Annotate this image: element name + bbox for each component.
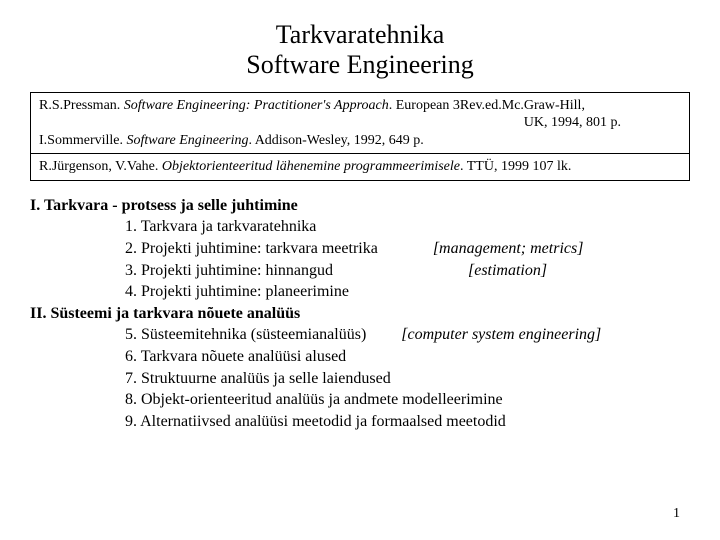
outline-item-5: 5. Süsteemitehnika (süsteemianalüüs) [co… <box>30 324 690 346</box>
title-line1: Tarkvaratehnika <box>276 20 445 49</box>
outline-item-7: 7. Struktuurne analüüs ja selle laiendus… <box>30 368 690 390</box>
outline-item-3: 3. Projekti juhtimine: hinnangud [estima… <box>30 260 690 282</box>
item-5-note: [computer system engineering] <box>366 324 601 346</box>
reference-2: I.Sommerville. Software Engineering. Add… <box>39 132 681 150</box>
page-number: 1 <box>673 506 680 522</box>
ref2-title: Software Engineering <box>127 133 249 148</box>
item-5-text: 5. Süsteemitehnika (süsteemianalüüs) <box>30 324 366 346</box>
ref3-rest: . TTÜ, 1999 107 lk. <box>460 159 571 174</box>
reference-1-cont: UK, 1994, 801 p. <box>39 114 681 132</box>
ref3-author: R.Jürgenson, V.Vahe. <box>39 159 162 174</box>
ref1-title: Software Engineering: Practitioner's App… <box>124 98 389 113</box>
item-2-note: [management; metrics] <box>378 238 584 260</box>
reference-separator <box>31 153 689 154</box>
section-2-heading: II. Süsteemi ja tarkvara nõuete analüüs <box>30 303 690 325</box>
item-3-text: 3. Projekti juhtimine: hinnangud <box>30 260 333 282</box>
outline-item-4: 4. Projekti juhtimine: planeerimine <box>30 281 690 303</box>
title-line2: Software Engineering <box>246 50 473 79</box>
reference-3: R.Jürgenson, V.Vahe. Objektorienteeritud… <box>39 158 681 176</box>
item-1-text: 1. Tarkvara ja tarkvaratehnika <box>30 216 316 238</box>
ref3-title: Objektorienteeritud lähenemine programme… <box>162 159 460 174</box>
ref1-author: R.S.Pressman. <box>39 98 124 113</box>
item-3-note: [estimation] <box>333 260 547 282</box>
outline-item-9: 9. Alternatiivsed analüüsi meetodid ja f… <box>30 411 690 433</box>
outline: I. Tarkvara - protsess ja selle juhtimin… <box>30 195 690 433</box>
ref2-rest: . Addison-Wesley, 1992, 649 p. <box>248 133 423 148</box>
item-8-text: 8. Objekt-orienteeritud analüüs ja andme… <box>30 389 503 411</box>
page-title: Tarkvaratehnika Software Engineering <box>30 20 690 80</box>
item-7-text: 7. Struktuurne analüüs ja selle laiendus… <box>30 368 391 390</box>
outline-item-8: 8. Objekt-orienteeritud analüüs ja andme… <box>30 389 690 411</box>
item-9-text: 9. Alternatiivsed analüüsi meetodid ja f… <box>30 411 506 433</box>
item-2-text: 2. Projekti juhtimine: tarkvara meetrika <box>30 238 378 260</box>
ref2-author: I.Sommerville. <box>39 133 127 148</box>
outline-item-2: 2. Projekti juhtimine: tarkvara meetrika… <box>30 238 690 260</box>
item-6-text: 6. Tarkvara nõuete analüüsi alused <box>30 346 346 368</box>
reference-1: R.S.Pressman. Software Engineering: Prac… <box>39 97 681 115</box>
item-4-text: 4. Projekti juhtimine: planeerimine <box>30 281 349 303</box>
ref1-rest: . European 3Rev.ed.Mc.Graw-Hill, <box>389 98 585 113</box>
section-1-heading: I. Tarkvara - protsess ja selle juhtimin… <box>30 195 690 217</box>
outline-item-1: 1. Tarkvara ja tarkvaratehnika <box>30 216 690 238</box>
outline-item-6: 6. Tarkvara nõuete analüüsi alused <box>30 346 690 368</box>
references-box: R.S.Pressman. Software Engineering: Prac… <box>30 92 690 181</box>
